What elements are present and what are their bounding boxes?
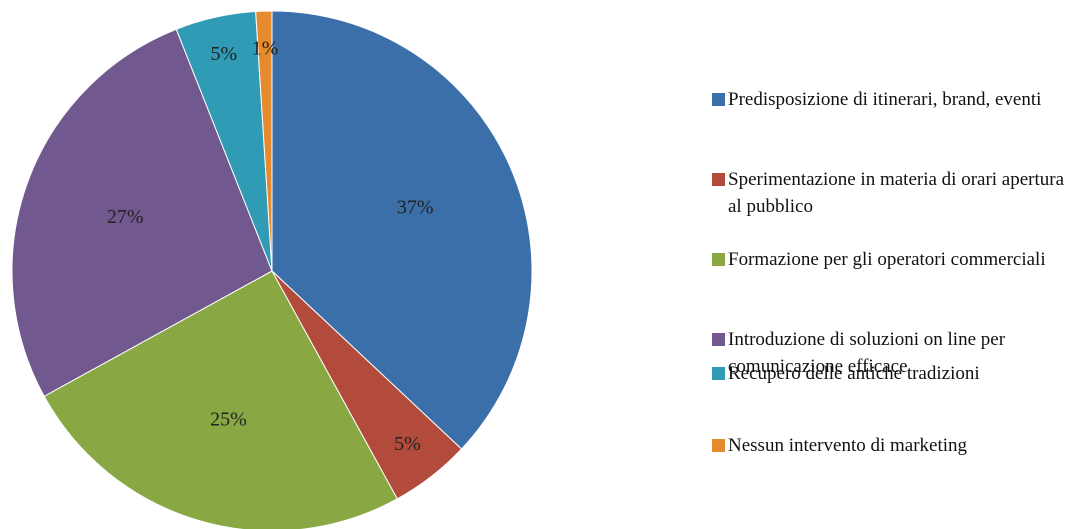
legend-label: Nessun intervento di marketing bbox=[728, 435, 968, 456]
legend-swatch bbox=[712, 333, 725, 346]
legend-label: Predisposizione di itinerari, brand, eve… bbox=[728, 89, 1042, 110]
legend-item: Predisposizione di itinerari, brand, eve… bbox=[712, 86, 1082, 113]
legend-label: Introduzione di soluzioni on line per co… bbox=[728, 329, 1006, 377]
legend-swatch bbox=[712, 367, 725, 380]
pie-slice bbox=[11, 28, 273, 397]
data-label: 27% bbox=[107, 206, 144, 228]
legend-label: Formazione per gli operatori commerciali bbox=[728, 249, 1046, 270]
legend-item: Formazione per gli operatori commerciali bbox=[712, 246, 1082, 273]
legend-item: Nessun intervento di marketing bbox=[712, 432, 1082, 459]
data-label: 37% bbox=[397, 197, 434, 219]
pie-slice bbox=[255, 10, 273, 272]
legend-item: Sperimentazione in materia di orari aper… bbox=[712, 166, 1082, 220]
pie-slice bbox=[271, 10, 533, 450]
legend-item: Introduzione di soluzioni on line per co… bbox=[712, 326, 1082, 380]
legend-swatch bbox=[712, 253, 725, 266]
data-label: 25% bbox=[210, 408, 247, 430]
data-label: 5% bbox=[394, 433, 421, 455]
legend-label: Recupero delle antiche tradizioni bbox=[728, 363, 980, 384]
legend-label: Sperimentazione in materia di orari aper… bbox=[728, 169, 1065, 217]
legend-swatch bbox=[712, 173, 725, 186]
data-label: 1% bbox=[252, 38, 279, 60]
pie-slice bbox=[43, 270, 398, 529]
legend-swatch bbox=[712, 439, 725, 452]
legend-swatch bbox=[712, 93, 725, 106]
legend-item: Recupero delle antiche tradizioni bbox=[712, 360, 1082, 387]
data-label: 5% bbox=[210, 43, 237, 65]
chart: 37% 5% 25% 27% 5% 1% bbox=[11, 10, 533, 529]
